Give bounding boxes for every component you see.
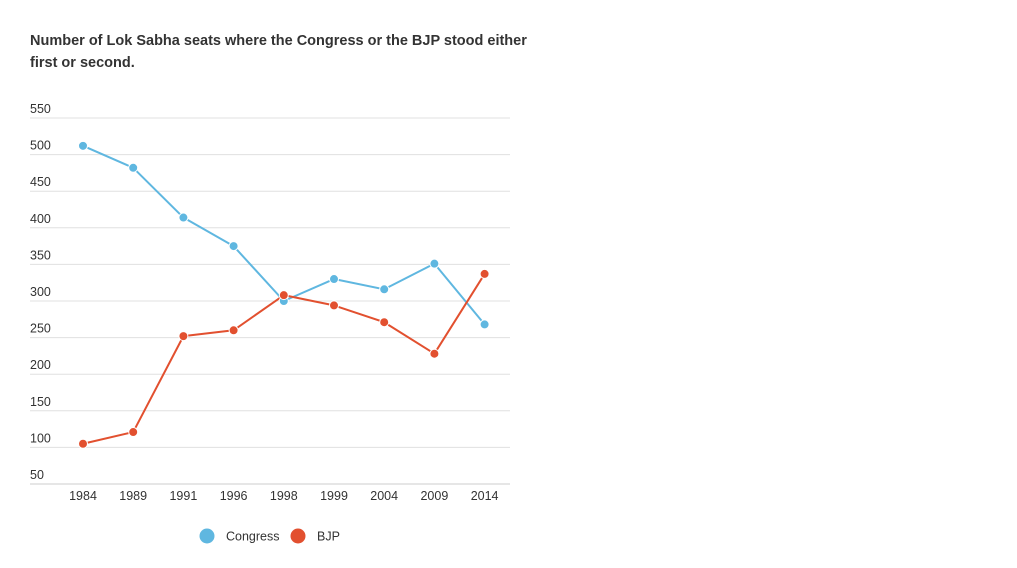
data-point-congress[interactable] <box>228 241 239 252</box>
data-point-congress[interactable] <box>128 162 139 173</box>
data-point-congress[interactable] <box>78 140 88 151</box>
x-tick-label: 1998 <box>270 489 298 503</box>
x-tick-label: 2014 <box>471 489 499 503</box>
y-tick-label: 200 <box>30 358 51 372</box>
x-tick-label: 1989 <box>119 489 147 503</box>
data-point-bjp[interactable] <box>178 331 189 342</box>
chart-title: Number of Lok Sabha seats where the Cong… <box>30 33 527 71</box>
y-tick-label: 250 <box>30 322 51 336</box>
data-point-bjp[interactable] <box>429 348 440 359</box>
y-tick-label: 100 <box>30 431 51 445</box>
data-point-congress[interactable] <box>479 319 490 330</box>
grid <box>30 117 510 485</box>
x-tick-label: 1996 <box>220 489 248 503</box>
y-tick-label: 500 <box>30 139 51 153</box>
data-point-bjp[interactable] <box>479 268 490 279</box>
y-tick-label: 400 <box>30 212 51 226</box>
y-tick-label: 150 <box>30 395 51 409</box>
data-point-congress[interactable] <box>329 274 339 285</box>
y-tick-label: 550 <box>30 102 51 116</box>
data-point-congress[interactable] <box>379 284 390 295</box>
data-point-congress[interactable] <box>178 212 189 223</box>
series <box>78 140 490 449</box>
legend-label-bjp[interactable]: BJP <box>317 530 340 544</box>
data-point-bjp[interactable] <box>228 325 239 336</box>
y-tick-label: 450 <box>30 175 51 189</box>
x-tick-label: 1984 <box>69 489 97 503</box>
legend-marker-bjp[interactable] <box>290 528 306 544</box>
data-point-bjp[interactable] <box>78 438 88 449</box>
legend-label-congress[interactable]: Congress <box>226 530 280 544</box>
x-axis-ticks: 1984 1989 1991 1996 1998 1999 2004 2009 2014 <box>69 489 498 503</box>
legend-marker-congress[interactable] <box>199 528 215 544</box>
data-point-congress[interactable] <box>429 258 440 269</box>
y-tick-label: 50 <box>30 468 44 482</box>
x-tick-label: 2009 <box>420 489 448 503</box>
x-tick-label: 1991 <box>169 489 197 503</box>
data-point-bjp[interactable] <box>128 427 139 438</box>
data-point-bjp[interactable] <box>329 300 339 311</box>
x-tick-label: 1999 <box>320 489 348 503</box>
data-point-bjp[interactable] <box>278 290 289 301</box>
x-tick-label: 2004 <box>370 489 398 503</box>
y-tick-label: 300 <box>30 285 51 299</box>
y-tick-label: 350 <box>30 248 51 262</box>
y-axis-ticks: 50 100 150 200 250 300 350 400 450 500 550 <box>30 102 51 482</box>
data-point-bjp[interactable] <box>379 317 390 328</box>
legend: Congress BJP <box>199 528 340 544</box>
